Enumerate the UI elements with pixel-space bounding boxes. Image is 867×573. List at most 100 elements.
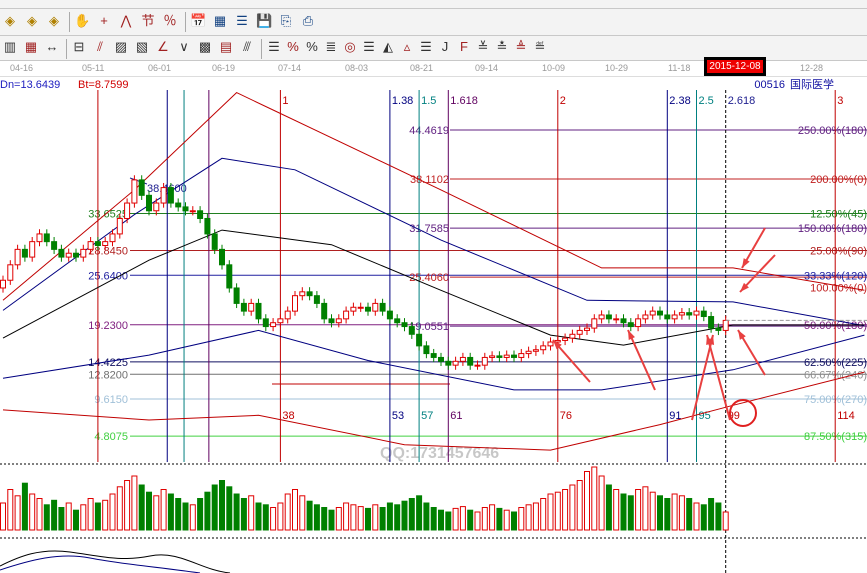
pct-line-icon[interactable]: ≣ — [325, 39, 337, 54]
angle-icon[interactable]: ∠ — [157, 39, 169, 54]
oscillator-line — [0, 550, 231, 573]
calendar-icon[interactable]: 📅 — [190, 13, 207, 28]
candle — [598, 314, 605, 320]
volume-bar — [167, 493, 174, 531]
time-count-label: 38 — [282, 410, 294, 422]
volume-bar — [459, 506, 466, 531]
print-icon[interactable]: ⎙ — [302, 13, 314, 28]
fib-icon[interactable]: ☰ — [268, 39, 280, 54]
fan-icon[interactable]: ⫽ — [97, 39, 103, 54]
gann-grid-icon[interactable]: ▩ — [198, 39, 212, 54]
volume-bar — [598, 475, 605, 531]
candle — [584, 327, 590, 331]
price-levels: 33.6525 28.8450 25.6400 19.2300 14.422512.82… — [88, 125, 867, 443]
crosshair-icon[interactable]: + — [100, 13, 108, 28]
gann-label: 75.00%(270) — [804, 394, 867, 406]
date-tick: 12-28 — [800, 63, 824, 73]
level-label: 28.8450 — [88, 246, 128, 258]
volume-bar — [284, 493, 291, 531]
candle — [700, 310, 707, 318]
candle — [109, 233, 116, 243]
candle — [284, 310, 291, 320]
f-line-icon[interactable]: F — [460, 39, 468, 54]
bar-icon[interactable]: ▥ — [3, 39, 17, 54]
volume-bar — [233, 493, 240, 531]
arrow-h-icon[interactable]: ↔ — [45, 39, 59, 54]
save-icon[interactable]: 💾 — [256, 13, 273, 28]
volume-bar — [211, 484, 218, 531]
candle — [649, 310, 656, 316]
annotation-arrow — [691, 334, 714, 421]
diamond-icon[interactable]: ◈ — [27, 13, 37, 28]
toolbar-separator — [185, 12, 186, 32]
pct-icon[interactable]: % — [287, 39, 299, 54]
volume-bar — [503, 509, 510, 531]
gold-red-icon[interactable]: ☰ — [420, 39, 432, 54]
gold-line-icon[interactable]: ☰ — [363, 39, 375, 54]
fifty-icon[interactable]: ≝ — [534, 39, 546, 54]
diamond-up-icon[interactable]: ◈ — [5, 13, 15, 28]
toolbar-drawing: ▥ ▦ ↔ ⊟ ⫽ ▨ ▧ ∠ ∨ ▩ ▤ ⫻ ☰%% ≣ ◎ ☰ ◭ ▵ ☰ J F ≚ ≛ ≜ ≝ — [0, 36, 867, 61]
candle — [306, 291, 313, 297]
volume-bar — [58, 507, 65, 531]
grid-icon[interactable]: ▦ — [24, 39, 38, 54]
wave-icon[interactable]: ∨ — [179, 39, 189, 54]
time-ratio-label: 1.618 — [450, 95, 478, 107]
candle — [233, 287, 240, 304]
draw-line-icon[interactable]: ⋀ — [120, 13, 132, 28]
volume-bar — [576, 480, 583, 531]
candle — [0, 279, 6, 289]
annotations — [552, 227, 776, 427]
gann-label: 25.00%(90) — [810, 246, 867, 258]
time-count-label: 95 — [699, 410, 711, 422]
volume-bar — [0, 502, 6, 531]
channel-icon[interactable]: ⫻ — [243, 39, 251, 54]
ratio-icon[interactable]: ▵ — [403, 39, 411, 54]
gann-label: 12.50%(45) — [810, 208, 867, 220]
candle — [430, 353, 437, 358]
volume-bar — [438, 509, 444, 531]
volume-bar — [657, 495, 663, 531]
time-count-label: 91 — [669, 410, 681, 422]
calculator-icon[interactable]: ▦ — [213, 13, 227, 28]
volume-bar — [219, 480, 225, 531]
gann-label: 100.00%(0) — [810, 282, 867, 294]
date-tick: 08-03 — [345, 63, 369, 73]
percent-icon[interactable]: ％ — [163, 13, 177, 28]
time-count-label: 57 — [421, 410, 433, 422]
volume-bar — [160, 489, 167, 531]
sound-icon[interactable]: ◭ — [383, 39, 393, 54]
export-icon[interactable]: ⎘ — [280, 13, 292, 28]
square-icon[interactable]: ▤ — [219, 39, 233, 54]
report-icon[interactable]: ☰ — [236, 13, 248, 28]
gold-icon[interactable]: ◎ — [344, 39, 356, 54]
date-tick: 06-01 — [148, 63, 172, 73]
volume-bar — [94, 502, 101, 531]
speed-icon[interactable]: ≛ — [496, 39, 508, 54]
gold-ruler-icon[interactable]: ≚ — [477, 39, 489, 54]
resist-icon[interactable]: ≜ — [515, 39, 527, 54]
candle — [36, 233, 43, 243]
period-icon[interactable]: ⊟ — [73, 39, 85, 54]
candles — [0, 175, 867, 539]
candle — [219, 248, 225, 266]
volume-bar — [299, 495, 306, 531]
candle — [58, 248, 65, 258]
percent-text-icon[interactable]: % — [306, 39, 318, 54]
diamond-down-icon[interactable]: ◈ — [49, 13, 59, 28]
section-icon[interactable]: 节 — [141, 13, 155, 28]
indicator-lines — [2, 92, 865, 451]
j-line-icon[interactable]: J — [441, 39, 449, 54]
level-label: 14.4225 — [88, 357, 128, 369]
candle — [503, 354, 510, 358]
candle — [372, 302, 379, 312]
gann-label: 62.50%(225) — [804, 357, 867, 369]
volume-bar — [153, 495, 160, 531]
arrow-head-icon — [706, 335, 713, 345]
gann-icon[interactable]: ▧ — [135, 39, 149, 54]
hand-icon[interactable]: ✋ — [74, 13, 91, 28]
box-icon[interactable]: ▨ — [114, 39, 128, 54]
candle — [554, 339, 561, 343]
volume-bar — [481, 507, 488, 531]
